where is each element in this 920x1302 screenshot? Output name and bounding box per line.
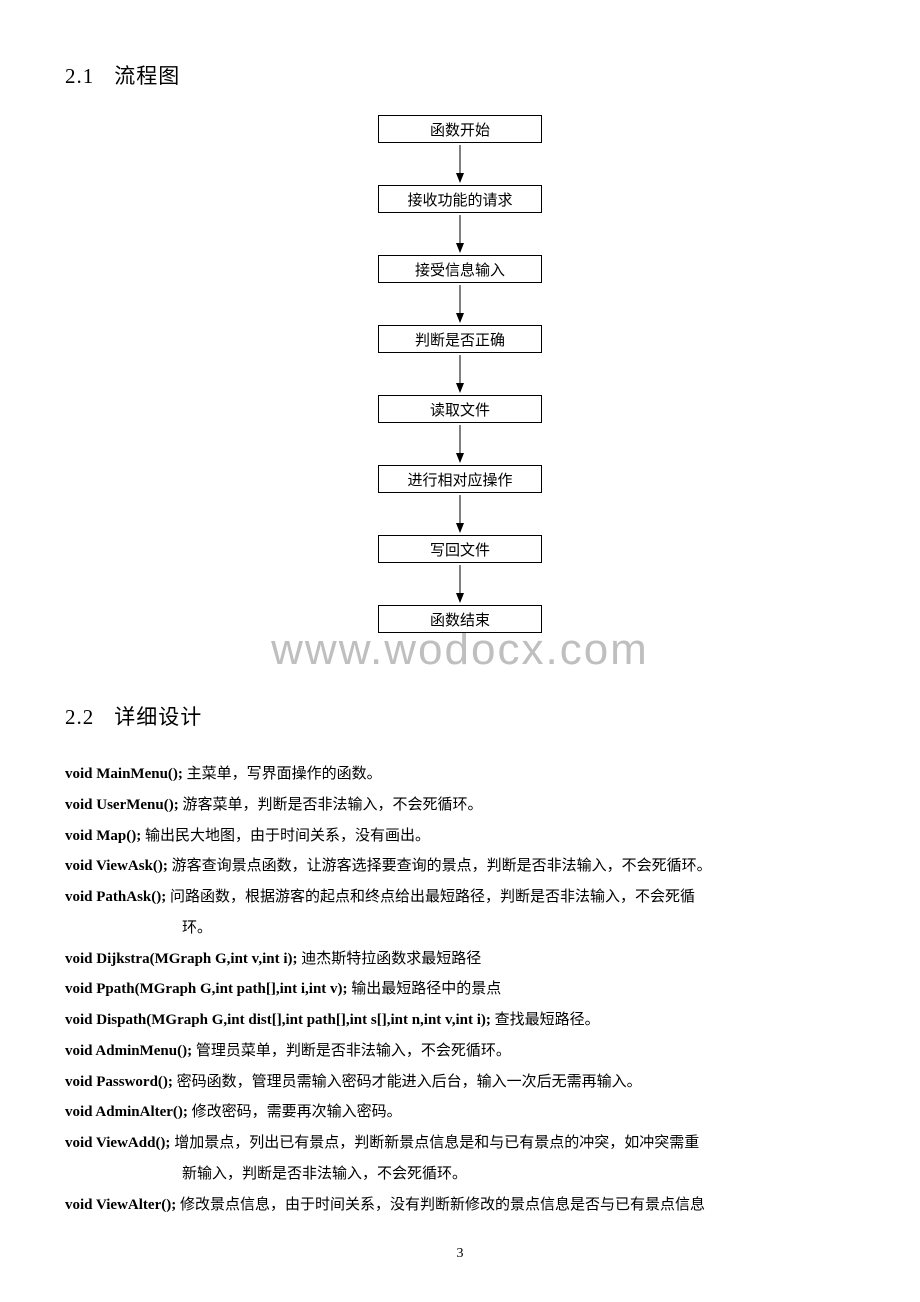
func-desc: 主菜单，写界面操作的函数。: [183, 766, 382, 782]
func-sig: void AdminAlter();: [65, 1104, 188, 1120]
flow-node-0: 函数开始: [378, 115, 542, 143]
func-sig: void ViewAsk();: [65, 858, 168, 874]
flow-node-3: 判断是否正确: [378, 325, 542, 353]
flow-arrow-1: [452, 213, 468, 255]
section-1-heading: 2.1 流程图: [65, 60, 855, 90]
func-sig: void UserMenu();: [65, 797, 179, 813]
flowchart-container: 函数开始 接收功能的请求 接受信息输入 判断是否正确 读取文件 进行相对应操作 …: [65, 115, 855, 633]
section-2-number: 2.2: [65, 705, 94, 729]
func-item-4: void PathAsk(); 问路函数，根据游客的起点和终点给出最短路径，判断…: [65, 882, 855, 913]
func-desc: 迪杰斯特拉函数求最短路径: [298, 951, 482, 967]
func-item-5: void Dijkstra(MGraph G,int v,int i); 迪杰斯…: [65, 944, 855, 975]
func-desc: 修改密码，需要再次输入密码。: [188, 1104, 402, 1120]
func-desc: 修改景点信息，由于时间关系，没有判断新修改的景点信息是否与已有景点信息: [176, 1197, 705, 1213]
func-sig: void PathAsk();: [65, 889, 166, 905]
func-desc: 输出最短路径中的景点: [348, 981, 502, 997]
func-sig: void Map();: [65, 828, 141, 844]
func-item-8: void AdminMenu(); 管理员菜单，判断是否非法输入，不会死循环。: [65, 1036, 855, 1067]
func-item-6: void Ppath(MGraph G,int path[],int i,int…: [65, 974, 855, 1005]
func-item-11: void ViewAdd(); 增加景点，列出已有景点，判断新景点信息是和与已有…: [65, 1128, 855, 1159]
func-item-0: void MainMenu(); 主菜单，写界面操作的函数。: [65, 759, 855, 790]
func-sig: void ViewAdd();: [65, 1135, 170, 1151]
flow-node-7: 函数结束: [378, 605, 542, 633]
func-desc: 游客查询景点函数，让游客选择要查询的景点，判断是否非法输入，不会死循环。: [168, 858, 712, 874]
flow-arrow-5: [452, 493, 468, 535]
flow-node-1: 接收功能的请求: [378, 185, 542, 213]
func-desc: 输出民大地图，由于时间关系，没有画出。: [141, 828, 430, 844]
func-item-1: void UserMenu(); 游客菜单，判断是否非法输入，不会死循环。: [65, 790, 855, 821]
flow-arrow-2: [452, 283, 468, 325]
section-1-number: 2.1: [65, 64, 94, 88]
func-item-4-cont: 环。: [65, 913, 855, 944]
function-list: void MainMenu(); 主菜单，写界面操作的函数。 void User…: [65, 759, 855, 1220]
flow-arrow-4: [452, 423, 468, 465]
func-item-11-cont: 新输入，判断是否非法输入，不会死循环。: [65, 1159, 855, 1190]
func-sig: void Ppath(MGraph G,int path[],int i,int…: [65, 981, 348, 997]
flow-node-2: 接受信息输入: [378, 255, 542, 283]
section-2-heading: 2.2 详细设计: [65, 701, 855, 731]
page-number: 3: [0, 1246, 920, 1262]
section-1-title: 流程图: [114, 64, 180, 88]
func-item-10: void AdminAlter(); 修改密码，需要再次输入密码。: [65, 1097, 855, 1128]
func-sig: void MainMenu();: [65, 766, 183, 782]
flow-node-5: 进行相对应操作: [378, 465, 542, 493]
func-desc: 游客菜单，判断是否非法输入，不会死循环。: [179, 797, 483, 813]
flow-node-6: 写回文件: [378, 535, 542, 563]
func-sig: void Dispath(MGraph G,int dist[],int pat…: [65, 1012, 491, 1028]
func-sig: void Dijkstra(MGraph G,int v,int i);: [65, 951, 298, 967]
func-sig: void ViewAlter();: [65, 1197, 176, 1213]
func-sig: void Password();: [65, 1074, 173, 1090]
func-desc: 增加景点，列出已有景点，判断新景点信息是和与已有景点的冲突，如冲突需重: [170, 1135, 699, 1151]
flow-arrow-3: [452, 353, 468, 395]
func-desc: 密码函数，管理员需输入密码才能进入后台，输入一次后无需再输入。: [173, 1074, 642, 1090]
flow-arrow-6: [452, 563, 468, 605]
func-desc: 查找最短路径。: [491, 1012, 600, 1028]
func-item-3: void ViewAsk(); 游客查询景点函数，让游客选择要查询的景点，判断是…: [65, 851, 855, 882]
flow-node-4: 读取文件: [378, 395, 542, 423]
flow-arrow-0: [452, 143, 468, 185]
func-desc: 管理员菜单，判断是否非法输入，不会死循环。: [192, 1043, 511, 1059]
func-item-9: void Password(); 密码函数，管理员需输入密码才能进入后台，输入一…: [65, 1067, 855, 1098]
func-sig: void AdminMenu();: [65, 1043, 192, 1059]
section-2-title: 详细设计: [114, 705, 202, 729]
func-item-7: void Dispath(MGraph G,int dist[],int pat…: [65, 1005, 855, 1036]
func-item-2: void Map(); 输出民大地图，由于时间关系，没有画出。: [65, 821, 855, 852]
func-item-12: void ViewAlter(); 修改景点信息，由于时间关系，没有判断新修改的…: [65, 1190, 855, 1221]
func-desc: 问路函数，根据游客的起点和终点给出最短路径，判断是否非法输入，不会死循: [166, 889, 695, 905]
